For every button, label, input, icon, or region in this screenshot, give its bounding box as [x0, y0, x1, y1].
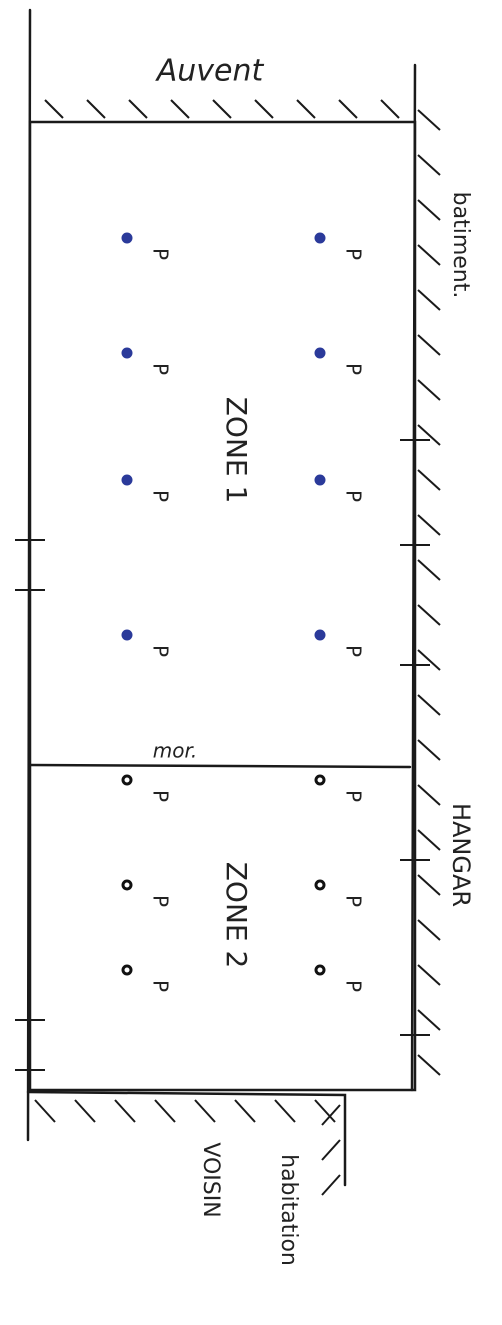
post-label: P: [149, 490, 173, 502]
hatch: [417, 694, 441, 716]
hatch: [154, 1099, 176, 1123]
hatch: [128, 99, 148, 119]
zone-divider: [28, 763, 412, 769]
post-label: P: [149, 363, 173, 375]
post-dot: [121, 964, 133, 976]
hatch: [417, 199, 441, 221]
hatch: [194, 1099, 216, 1123]
awning-label: Auvent: [155, 54, 265, 89]
post-dot: [121, 232, 133, 244]
neighbor-wall: [26, 1090, 347, 1187]
hatch: [417, 379, 441, 401]
post-dot: [314, 347, 326, 359]
post-label: P: [342, 248, 366, 260]
hatch: [417, 1054, 441, 1076]
hatch: [114, 1099, 136, 1123]
hatch: [321, 1139, 341, 1161]
hatch: [417, 424, 441, 446]
hatch: [314, 1099, 336, 1123]
hatch: [417, 514, 441, 536]
neighbor-house-label: habitation: [276, 1154, 301, 1266]
hatch: [254, 99, 274, 119]
post-dot: [314, 232, 326, 244]
zone-label: ZONE 1: [220, 397, 253, 504]
hatch: [296, 99, 316, 119]
hatch: [321, 1174, 341, 1196]
hatch: [417, 469, 441, 491]
hatch: [417, 289, 441, 311]
neighbor-label: VOISIN: [198, 1142, 223, 1217]
hatch: [212, 99, 232, 119]
hatch: [417, 919, 441, 941]
hatch: [417, 244, 441, 266]
hatch: [417, 829, 441, 851]
hatch: [417, 334, 441, 356]
hatch: [417, 964, 441, 986]
post-label: P: [149, 895, 173, 907]
building-wall: [410, 63, 417, 1092]
post-dot: [314, 774, 326, 786]
post-label: P: [342, 895, 366, 907]
post-label: P: [149, 248, 173, 260]
hatch: [417, 559, 441, 581]
post-label: P: [342, 980, 366, 992]
post-dot: [121, 629, 133, 641]
hatch: [170, 99, 190, 119]
post-dot: [314, 474, 326, 486]
hatch: [380, 99, 400, 119]
hatch: [417, 649, 441, 671]
hatch: [86, 99, 106, 119]
hatching: [15, 99, 441, 1196]
hatch: [44, 99, 64, 119]
building-label: batiment.: [448, 192, 473, 299]
hatch: [274, 1099, 296, 1123]
post-dot: [121, 347, 133, 359]
hatch: [34, 1099, 56, 1123]
zone-label: ZONE 2: [220, 862, 253, 969]
hatch: [417, 109, 441, 131]
post-dot: [314, 879, 326, 891]
post-dot: [121, 879, 133, 891]
post-dot: [121, 474, 133, 486]
post-label: P: [342, 363, 366, 375]
post-dot: [314, 964, 326, 976]
post-dot: [121, 774, 133, 786]
hatch: [338, 99, 358, 119]
hatch: [74, 1099, 96, 1123]
hatch: [417, 784, 441, 806]
post-label: P: [342, 790, 366, 802]
hatch: [321, 1104, 341, 1126]
post-label: P: [342, 645, 366, 657]
hatch: [417, 739, 441, 761]
plot-outline: [28, 120, 417, 1092]
hatch: [417, 874, 441, 896]
hatch: [417, 604, 441, 626]
post-label: P: [342, 490, 366, 502]
wall-label: mor.: [153, 739, 197, 763]
post-label: P: [149, 980, 173, 992]
post-label: P: [149, 645, 173, 657]
hatch: [417, 154, 441, 176]
hangar-label: HANGAR: [447, 803, 475, 907]
post-dot: [314, 629, 326, 641]
hatch: [234, 1099, 256, 1123]
post-label: P: [149, 790, 173, 802]
hatch: [417, 1009, 441, 1031]
